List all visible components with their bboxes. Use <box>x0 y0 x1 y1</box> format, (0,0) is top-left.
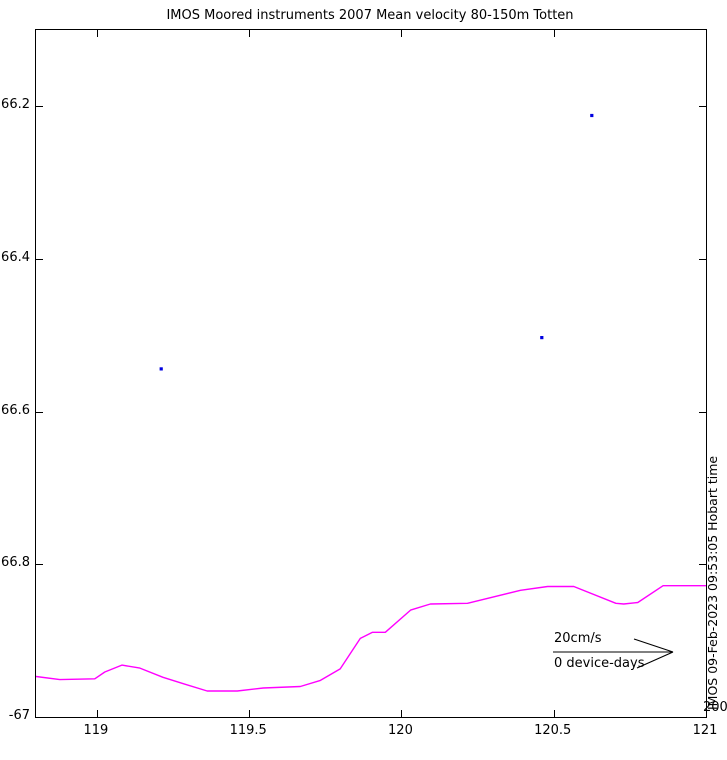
mooring-dot <box>590 113 594 118</box>
chart-title: IMOS Moored instruments 2007 Mean veloci… <box>166 8 574 23</box>
x-tick-label: 119.5 <box>229 723 267 738</box>
y-tick-label: 66.8 <box>1 555 30 571</box>
x-tick-label: 121 <box>692 723 718 738</box>
plot-canvas <box>36 30 706 717</box>
plot-area: 20cm/s 0 device-days <box>35 29 707 718</box>
y-tick-label: 66.2 <box>1 97 30 113</box>
depth-contour-label: 2000 <box>703 700 727 715</box>
y-tick-label: 66.6 <box>1 402 30 418</box>
timestamp-watermark: IMOS 09-Feb-2023 09:53:05 Hobart time <box>705 455 720 710</box>
x-tick-label: 119 <box>83 723 109 738</box>
x-tick-label: 120 <box>388 723 413 738</box>
device-days-label: 0 device-days <box>554 656 645 671</box>
y-tick-label: -67 <box>8 708 30 723</box>
coastline-path <box>36 585 706 692</box>
mooring-dot <box>159 367 163 371</box>
velocity-scale-label: 20cm/s <box>554 631 602 646</box>
y-tick-label: 66.4 <box>1 250 30 265</box>
scale-arrow <box>553 638 674 669</box>
x-tick-label: 120.5 <box>534 723 572 738</box>
mooring-dot <box>540 336 544 340</box>
